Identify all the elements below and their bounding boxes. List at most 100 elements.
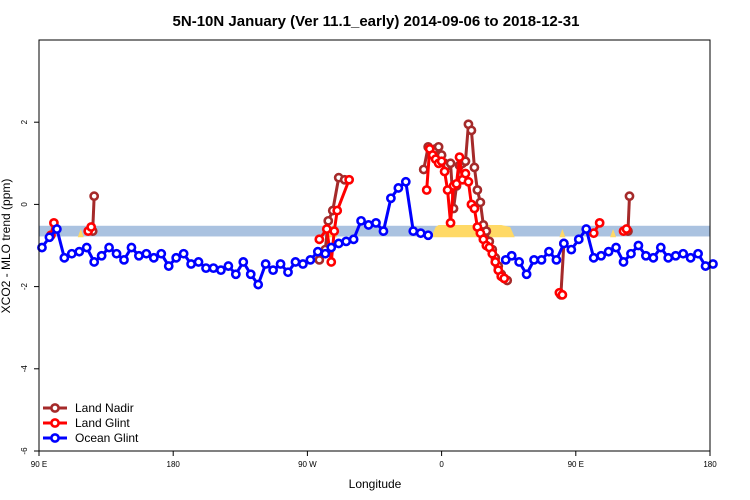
- data-point-ocean-glint: [298, 259, 308, 269]
- data-point-ocean-glint: [393, 183, 404, 193]
- data-point-land-glint: [469, 203, 480, 214]
- data-point-land-nadir: [89, 191, 100, 202]
- data-point-ocean-glint: [305, 254, 316, 265]
- y-axis: -6 -4 -2 0 2: [20, 119, 39, 455]
- y-tick-label: -2: [20, 282, 29, 290]
- data-point-ocean-glint: [66, 248, 77, 259]
- data-point-ocean-glint: [400, 176, 411, 187]
- data-point-ocean-glint: [268, 265, 279, 276]
- data-point-ocean-glint: [648, 252, 659, 263]
- chart-title: 5N-10N January (Ver 11.1_early) 2014-09-…: [173, 13, 580, 30]
- highlight-area-3: [559, 229, 566, 238]
- data-point-ocean-glint: [408, 226, 419, 237]
- data-point-ocean-glint: [201, 263, 211, 274]
- x-tick-label: 90 E: [568, 460, 584, 469]
- data-point-land-glint: [463, 176, 474, 187]
- data-point-land-nadir: [624, 191, 635, 202]
- data-point-land-glint: [436, 156, 447, 167]
- highlight-area-2: [77, 229, 84, 238]
- data-point-ocean-glint: [356, 215, 366, 226]
- data-point-ocean-glint: [581, 224, 592, 234]
- legend-item-ocean-glint: Ocean Glint: [43, 431, 139, 445]
- series-ocean-glint: [37, 176, 718, 290]
- data-point-ocean-glint: [573, 234, 584, 245]
- data-point-land-glint: [439, 166, 450, 177]
- data-point-ocean-glint: [119, 254, 129, 265]
- data-point-ocean-glint: [163, 261, 174, 271]
- data-point-ocean-glint: [386, 193, 396, 204]
- data-point-ocean-glint: [245, 269, 256, 280]
- series-line-land-nadir: [559, 243, 566, 295]
- data-point-ocean-glint: [348, 234, 359, 245]
- x-axis-label: Longitude: [349, 477, 402, 491]
- y-tick-label: -6: [20, 447, 29, 455]
- data-point-land-glint: [86, 222, 97, 232]
- data-point-ocean-glint: [670, 250, 681, 261]
- data-point-ocean-glint: [693, 248, 703, 259]
- data-point-ocean-glint: [326, 242, 337, 253]
- data-point-land-glint: [314, 234, 325, 245]
- data-point-ocean-glint: [320, 248, 331, 259]
- data-point-land-glint: [621, 224, 632, 234]
- series-layer: [37, 119, 718, 300]
- data-point-ocean-glint: [640, 250, 651, 261]
- highlight-area-1: [431, 224, 515, 238]
- data-point-ocean-glint: [141, 248, 152, 259]
- data-point-ocean-glint: [341, 236, 352, 247]
- data-point-land-glint: [344, 174, 355, 185]
- data-point-ocean-glint: [514, 257, 525, 267]
- legend-label: Ocean Glint: [75, 431, 139, 445]
- x-tick-label: 180: [703, 460, 717, 469]
- data-point-land-glint: [329, 226, 340, 237]
- data-point-ocean-glint: [333, 238, 344, 249]
- data-point-land-glint: [445, 217, 456, 228]
- data-point-ocean-glint: [588, 252, 599, 263]
- data-point-land-glint: [487, 248, 498, 259]
- plot-frame: [38, 39, 711, 452]
- data-point-land-glint: [460, 168, 471, 179]
- data-point-ocean-glint: [544, 246, 554, 257]
- data-point-land-nadir: [314, 254, 325, 265]
- data-point-ocean-glint: [275, 259, 286, 269]
- data-point-ocean-glint: [134, 250, 144, 261]
- data-point-ocean-glint: [521, 269, 532, 280]
- data-point-land-glint: [332, 205, 343, 216]
- data-point-ocean-glint: [178, 248, 189, 259]
- data-point-ocean-glint: [566, 244, 577, 255]
- legend-marker: [50, 418, 60, 428]
- data-point-ocean-glint: [81, 242, 92, 253]
- data-point-ocean-glint: [618, 257, 629, 267]
- legend-label: Land Nadir: [75, 401, 134, 415]
- data-point-land-glint: [499, 273, 510, 284]
- data-point-ocean-glint: [59, 252, 70, 263]
- data-point-land-glint: [588, 228, 599, 239]
- highlight-area-4: [610, 229, 617, 238]
- data-point-ocean-glint: [96, 250, 107, 261]
- x-axis: 90 E 180 90 W 0 90 E 180: [31, 451, 717, 469]
- data-point-ocean-glint: [558, 238, 569, 249]
- data-point-ocean-glint: [312, 246, 323, 257]
- series-land-glint: [46, 144, 632, 300]
- data-point-land-glint: [557, 289, 568, 300]
- data-point-land-glint: [326, 257, 337, 267]
- data-point-land-glint: [454, 152, 465, 163]
- data-point-ocean-glint: [230, 269, 241, 280]
- data-point-land-nadir: [323, 215, 334, 226]
- data-point-ocean-glint: [529, 254, 539, 265]
- data-point-ocean-glint: [253, 279, 264, 290]
- data-point-ocean-glint: [126, 242, 137, 253]
- data-point-ocean-glint: [536, 254, 547, 265]
- y-tick-label: 2: [20, 119, 29, 124]
- data-point-ocean-glint: [655, 242, 666, 253]
- data-point-ocean-glint: [611, 242, 621, 253]
- x-tick-label: 0: [439, 460, 444, 469]
- legend-item-land-glint: Land Glint: [43, 416, 130, 430]
- data-point-ocean-glint: [156, 248, 167, 259]
- data-point-land-nadir: [466, 125, 477, 136]
- legend-marker: [50, 403, 60, 413]
- series-land-nadir: [87, 119, 635, 300]
- y-tick-label: 0: [20, 202, 29, 207]
- data-point-ocean-glint: [685, 252, 696, 263]
